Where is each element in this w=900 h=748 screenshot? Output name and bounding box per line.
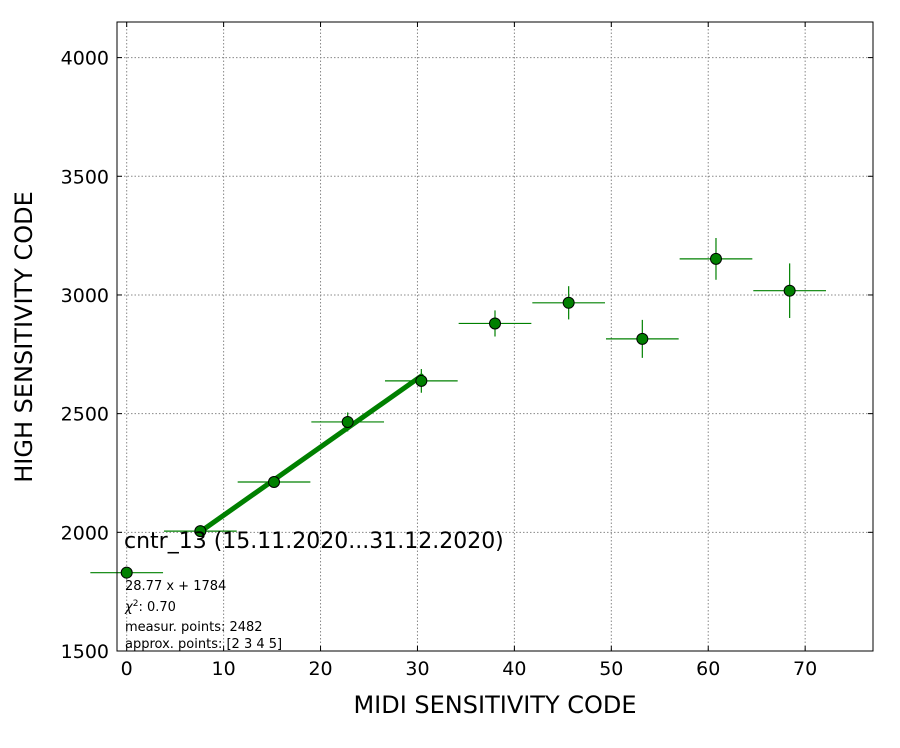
data-point [120, 566, 133, 579]
x-tick-label: 0 [121, 658, 133, 680]
chi-superscript: 2 [133, 599, 139, 609]
y-tick-label: 2000 [61, 522, 109, 544]
data-point [268, 476, 281, 489]
fit-line [197, 373, 424, 535]
data-point [636, 332, 649, 345]
y-tick-label: 1500 [61, 641, 109, 663]
chi-square: χ2: 0.70 [124, 599, 176, 615]
x-tick-label: 50 [599, 658, 623, 680]
axis-ticks [117, 22, 873, 652]
data-point [562, 296, 575, 309]
fit-equation: 28.77 x + 1784 [125, 579, 226, 594]
x-tick-labels: 0 10 20 30 40 50 60 70 [121, 658, 818, 680]
data-point [194, 525, 207, 538]
y-tick-label: 4000 [61, 48, 109, 70]
x-tick-label: 20 [308, 658, 332, 680]
data-point [489, 317, 501, 330]
chart-annotation-title: cntr_13 (15.11.2020...31.12.2020) [124, 529, 504, 554]
data-point [783, 284, 796, 297]
chi-value: : 0.70 [138, 600, 175, 615]
chi-symbol: χ [124, 600, 134, 615]
data-point [415, 374, 428, 387]
y-tick-label: 2500 [61, 404, 109, 426]
approx-points-list: approx. points: [2 3 4 5] [125, 637, 282, 652]
fit-layer [197, 373, 424, 535]
x-tick-label: 70 [793, 658, 817, 680]
data-point [341, 415, 354, 428]
data-points [120, 252, 796, 579]
x-tick-label: 30 [405, 658, 429, 680]
plot-frame [116, 21, 874, 652]
x-axis-title: MIDI SENSITIVITY CODE [353, 691, 636, 719]
data-point [709, 252, 722, 265]
x-tick-label: 10 [212, 658, 236, 680]
x-tick-label: 40 [502, 658, 526, 680]
y-tick-label: 3000 [61, 285, 109, 307]
measured-points-count: measur. points: 2482 [125, 620, 263, 635]
y-axis-title: HIGH SENSITIVITY CODE [10, 191, 38, 483]
x-tick-label: 60 [696, 658, 720, 680]
y-tick-label: 3500 [61, 166, 109, 188]
y-tick-labels: 1500 2000 2500 3000 3500 4000 [61, 48, 109, 663]
